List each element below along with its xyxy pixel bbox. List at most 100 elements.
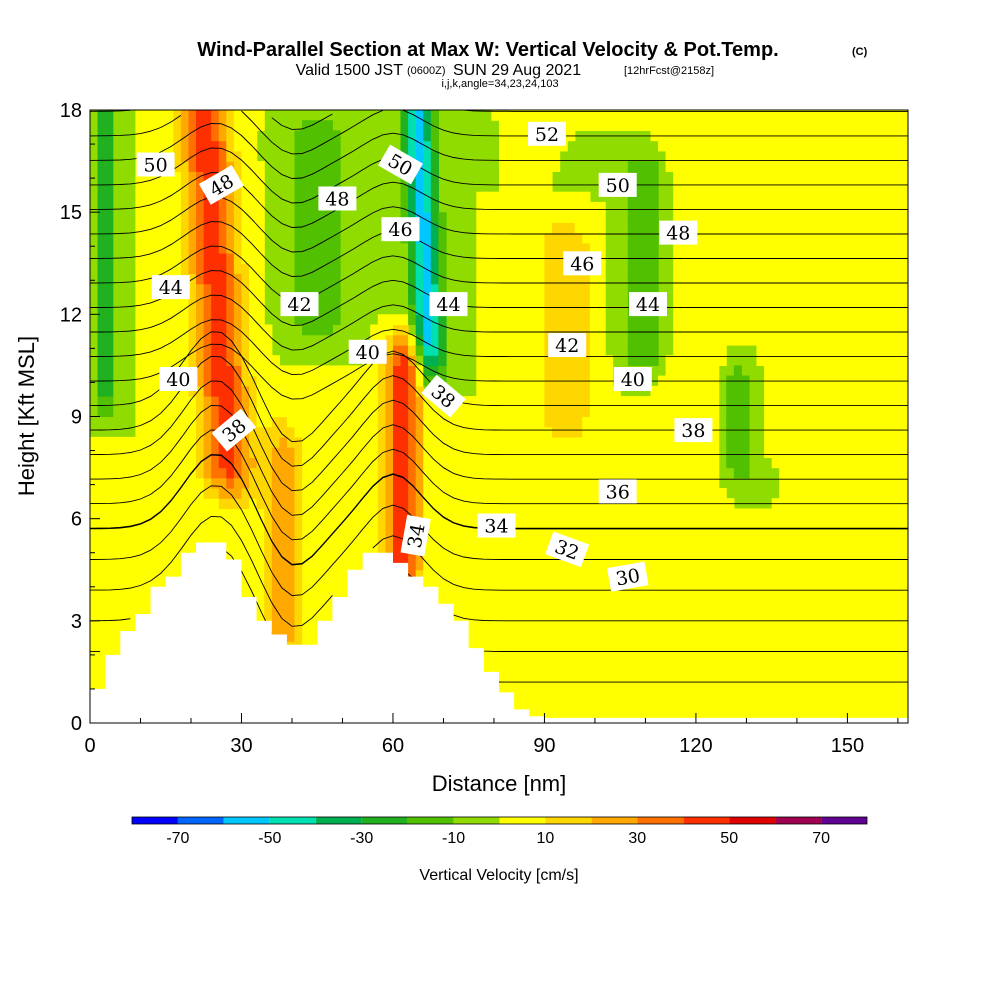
velocity-cell xyxy=(612,600,621,612)
velocity-cell xyxy=(680,580,689,591)
velocity-cell xyxy=(658,590,667,601)
velocity-cell xyxy=(408,488,417,499)
velocity-cell xyxy=(218,242,227,254)
velocity-cell xyxy=(529,345,538,356)
velocity-cell xyxy=(491,539,500,550)
velocity-cell xyxy=(112,539,121,550)
velocity-cell xyxy=(771,631,780,642)
velocity-cell xyxy=(226,191,235,203)
velocity-cell xyxy=(809,273,818,285)
velocity-cell xyxy=(127,518,137,530)
velocity-cell xyxy=(650,569,659,581)
velocity-cell xyxy=(226,283,235,295)
velocity-cell xyxy=(642,620,652,632)
velocity-cell xyxy=(726,631,735,642)
velocity-cell xyxy=(536,191,546,203)
velocity-cell xyxy=(695,610,705,622)
velocity-cell xyxy=(650,477,659,489)
velocity-cell xyxy=(582,345,591,356)
velocity-cell xyxy=(582,477,591,489)
velocity-cell xyxy=(476,631,485,642)
velocity-cell xyxy=(158,385,167,397)
velocity-cell xyxy=(809,610,818,622)
velocity-cell xyxy=(105,518,114,530)
velocity-cell xyxy=(249,549,258,561)
velocity-cell xyxy=(415,559,424,571)
velocity-cell xyxy=(536,201,546,213)
velocity-cell xyxy=(150,457,159,469)
velocity-cell xyxy=(415,345,424,356)
velocity-cell xyxy=(105,161,114,172)
velocity-cell xyxy=(726,191,735,203)
velocity-cell xyxy=(173,498,182,509)
velocity-cell xyxy=(741,436,750,448)
velocity-cell xyxy=(196,283,205,295)
velocity-cell xyxy=(135,590,144,601)
velocity-cell xyxy=(635,682,644,693)
velocity-cell xyxy=(143,334,152,346)
velocity-cell xyxy=(423,140,432,152)
velocity-cell xyxy=(605,610,614,622)
velocity-cell xyxy=(809,457,818,469)
velocity-cell xyxy=(120,590,129,601)
velocity-cell xyxy=(756,559,765,571)
velocity-cell xyxy=(771,120,780,131)
velocity-cell xyxy=(673,140,682,152)
velocity-cell xyxy=(120,549,129,561)
velocity-cell xyxy=(286,528,296,540)
velocity-cell xyxy=(536,140,546,152)
velocity-cell xyxy=(521,396,530,407)
velocity-cell xyxy=(271,416,280,428)
velocity-cell xyxy=(264,488,273,499)
velocity-cell xyxy=(809,549,818,561)
velocity-cell xyxy=(589,600,599,612)
velocity-cell xyxy=(347,467,356,479)
velocity-cell xyxy=(794,661,803,673)
velocity-cell xyxy=(552,222,561,234)
velocity-cell xyxy=(286,416,296,428)
velocity-cell xyxy=(249,150,258,162)
velocity-cell xyxy=(748,150,758,162)
velocity-cell xyxy=(165,426,174,438)
velocity-cell xyxy=(309,600,318,612)
velocity-cell xyxy=(158,396,167,407)
velocity-cell xyxy=(589,304,599,315)
velocity-cell xyxy=(385,436,394,448)
velocity-cell xyxy=(733,110,742,121)
velocity-cell xyxy=(612,682,621,693)
velocity-cell xyxy=(726,651,735,663)
velocity-cell xyxy=(802,171,811,183)
velocity-cell xyxy=(332,293,341,305)
velocity-cell xyxy=(605,447,614,458)
velocity-cell xyxy=(680,631,689,642)
velocity-cell xyxy=(514,406,523,418)
velocity-cell xyxy=(196,467,205,479)
velocity-cell xyxy=(642,610,652,622)
velocity-cell xyxy=(802,549,811,561)
velocity-cell xyxy=(779,406,788,418)
velocity-cell xyxy=(180,457,190,469)
velocity-cell xyxy=(196,140,205,152)
velocity-cell xyxy=(771,314,780,326)
velocity-cell xyxy=(90,631,99,642)
velocity-cell xyxy=(339,498,349,509)
velocity-cell xyxy=(112,580,121,591)
velocity-cell xyxy=(756,671,765,683)
velocity-cell xyxy=(332,385,341,397)
velocity-cell xyxy=(143,518,152,530)
velocity-cell xyxy=(605,590,614,601)
velocity-cell xyxy=(597,641,606,653)
velocity-cell xyxy=(317,406,326,418)
velocity-cell xyxy=(491,590,500,601)
velocity-cell xyxy=(559,273,568,285)
velocity-cell xyxy=(385,406,394,418)
velocity-cell xyxy=(453,406,462,418)
velocity-cell xyxy=(786,600,795,612)
velocity-cell xyxy=(491,283,500,295)
velocity-cell xyxy=(635,212,644,223)
velocity-cell xyxy=(589,334,599,346)
velocity-cell xyxy=(521,345,530,356)
velocity-cell xyxy=(711,150,720,162)
velocity-cell xyxy=(105,171,114,183)
velocity-cell xyxy=(695,508,705,520)
